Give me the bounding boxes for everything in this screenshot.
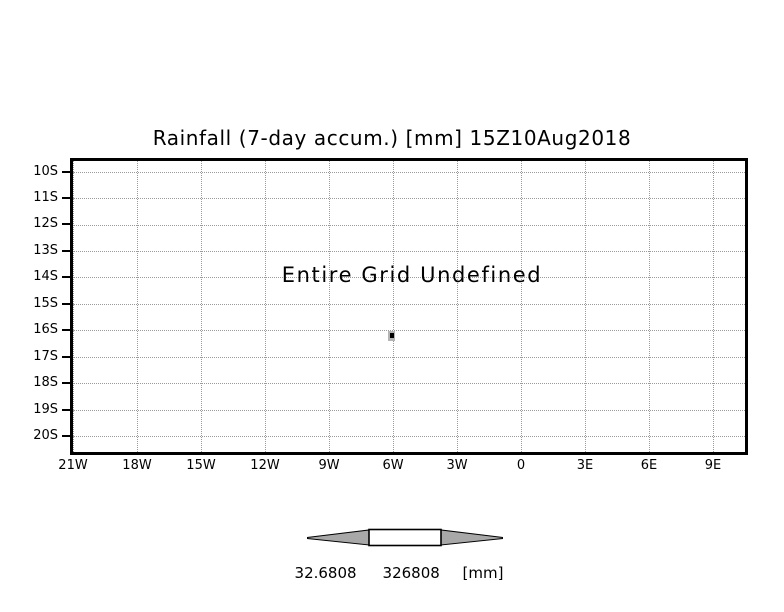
y-tick-label-10S: 10S [33, 163, 58, 179]
colorbar [307, 526, 503, 548]
y-tick-label-15S: 15S [33, 295, 58, 311]
gridline-vertical-3W [457, 161, 458, 452]
y-tick-label-12S: 12S [33, 216, 58, 232]
colorbar-box [368, 528, 442, 547]
y-tick-label-19S: 19S [33, 401, 58, 417]
x-tick-label-0: 0 [516, 458, 526, 473]
x-tick-label-6E: 6E [640, 458, 658, 473]
gridline-horizontal-15S [73, 303, 745, 305]
y-tick-mark-20S [62, 435, 70, 438]
gridline-horizontal-20S [73, 436, 745, 438]
x-tick-label-3W: 3W [446, 458, 468, 473]
y-tick-label-13S: 13S [33, 242, 58, 258]
colorbar-labels: 32.6808 326808 [mm] [0, 546, 784, 600]
gridline-vertical-9E [713, 161, 714, 452]
colorbar-max-label: 326808 [382, 564, 440, 582]
gridline-vertical-18W [137, 161, 138, 452]
colorbar-units-label: [mm] [462, 564, 504, 582]
y-tick-label-18S: 18S [33, 375, 58, 391]
gridline-horizontal-10S [73, 171, 745, 173]
x-tick-label-9E: 9E [704, 458, 722, 473]
gridline-vertical-12W [265, 161, 266, 452]
y-tick-mark-12S [62, 223, 70, 226]
y-tick-label-16S: 16S [33, 322, 58, 338]
gridline-vertical-6E [649, 161, 650, 452]
plot-inner: Entire Grid Undefined [73, 161, 745, 452]
gridline-horizontal-13S [73, 250, 745, 252]
gridline-horizontal-14S [73, 277, 745, 279]
y-tick-mark-10S [62, 170, 70, 173]
x-tick-label-21W: 21W [58, 458, 88, 473]
y-tick-mark-14S [62, 276, 70, 279]
entire-grid-undefined-message: Entire Grid Undefined [281, 263, 543, 288]
gridline-horizontal-17S [73, 356, 745, 358]
gridline-vertical-3E [585, 161, 586, 452]
y-tick-mark-17S [62, 355, 70, 358]
y-tick-label-17S: 17S [33, 348, 58, 364]
undefined-pixel-marker [387, 330, 395, 341]
y-tick-mark-13S [62, 249, 70, 252]
y-tick-mark-11S [62, 197, 70, 200]
y-tick-mark-18S [62, 382, 70, 385]
chart-title: Rainfall (7-day accum.) [mm] 15Z10Aug201… [152, 126, 632, 150]
gridline-horizontal-18S [73, 383, 745, 385]
gridline-vertical-0 [521, 161, 522, 452]
gridline-horizontal-16S [73, 330, 745, 332]
gridline-vertical-9W [329, 161, 330, 452]
x-tick-label-15W: 15W [186, 458, 216, 473]
x-tick-label-6W: 6W [382, 458, 404, 473]
y-tick-mark-16S [62, 329, 70, 332]
gridline-horizontal-19S [73, 409, 745, 411]
gridline-vertical-15W [201, 161, 202, 452]
gridline-vertical-21W [73, 161, 74, 452]
x-tick-label-9W: 9W [318, 458, 340, 473]
y-tick-label-11S: 11S [33, 190, 58, 206]
gridline-horizontal-11S [73, 198, 745, 199]
y-tick-label-20S: 20S [33, 428, 58, 444]
x-tick-label-18W: 18W [122, 458, 152, 473]
y-tick-mark-19S [62, 408, 70, 411]
x-tick-label-12W: 12W [250, 458, 280, 473]
colorbar-right-arrow [440, 529, 503, 546]
colorbar-left-arrow [307, 529, 370, 546]
plot-area: Entire Grid Undefined [70, 158, 748, 455]
colorbar-min-label: 32.6808 [294, 564, 357, 582]
gridline-horizontal-12S [73, 224, 745, 226]
colorbar-graphic [307, 528, 503, 547]
y-tick-mark-15S [62, 302, 70, 305]
gridline-vertical-6W [393, 161, 394, 452]
y-tick-label-14S: 14S [33, 269, 58, 285]
x-tick-label-3E: 3E [576, 458, 594, 473]
